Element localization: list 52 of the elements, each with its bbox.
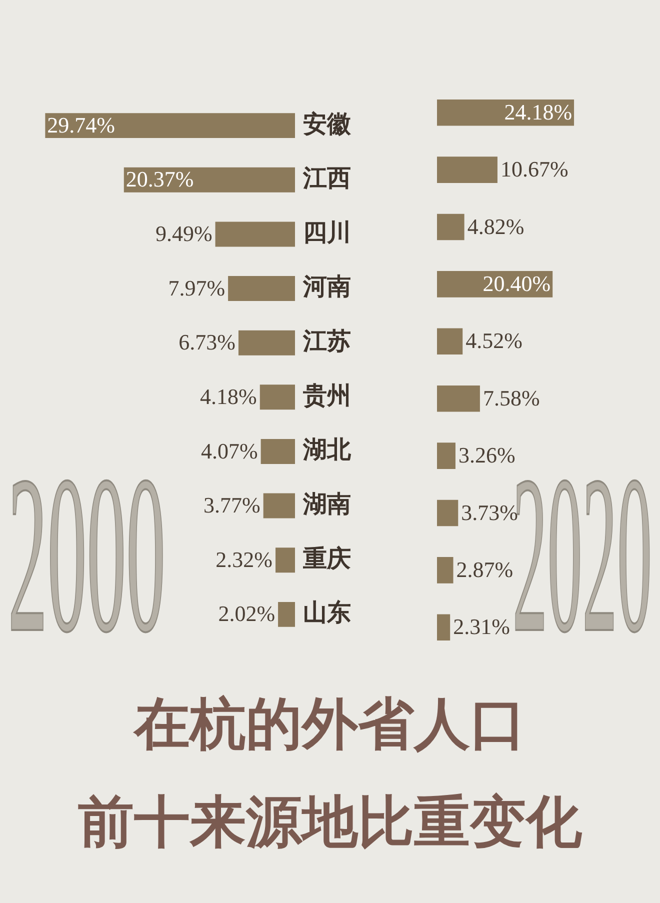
y-tick-label: 贵州 [302,382,351,410]
y-tick-label: 安徽 [303,110,352,138]
data-label: 7.97% [168,275,226,300]
data-label: 9.49% [155,220,212,246]
data-label: 4.07% [200,438,258,464]
data-label: 2.32% [216,546,273,572]
y-tick-label: 湖南 [302,491,351,518]
bar [437,614,450,641]
data-label: 4.18% [200,384,257,409]
y-tick-label: 江苏 [302,328,351,356]
text: 前十来源地比重变化 [77,791,583,856]
bar [260,438,295,464]
data-label: 4.82% [467,214,524,239]
y-tick-label: 河南 [302,274,351,301]
bar [437,385,480,412]
text: 在杭的外省人口 [132,693,527,758]
data-label: 7.58% [482,385,540,410]
bar [238,330,295,356]
y-tick-label: 重庆 [302,545,351,572]
data-label: 24.18% [504,99,572,124]
data-label: 6.73% [178,330,236,355]
bar [276,548,295,573]
data-label: 2.31% [453,614,510,640]
data-label: 2.87% [456,556,514,582]
data-label: 4.52% [466,328,522,354]
bar [437,442,456,469]
bar [437,328,463,355]
data-label: 20.40% [482,270,551,296]
bar [124,167,295,192]
bar [45,113,295,138]
bar [437,500,458,526]
bar [260,384,295,410]
y-tick-label: 山东 [303,600,351,627]
series-label: 2000 [8,429,166,679]
data-label: 10.67% [500,156,568,182]
data-label: 20.37% [126,166,194,192]
y-tick-label: 江西 [302,166,351,192]
bar [278,602,295,627]
bar [437,156,498,183]
data-label: 3.77% [204,492,260,518]
bar [215,222,295,247]
bar [437,557,454,584]
data-label: 3.26% [458,442,516,468]
data-label: 29.74% [47,112,116,138]
data-label: 3.73% [461,500,518,525]
bar [263,493,295,518]
y-tick-label: 湖北 [302,436,352,464]
bar [228,276,295,302]
bar [437,214,464,240]
y-tick-label: 四川 [303,219,351,246]
data-label: 2.02% [218,601,276,626]
bar [437,99,574,126]
